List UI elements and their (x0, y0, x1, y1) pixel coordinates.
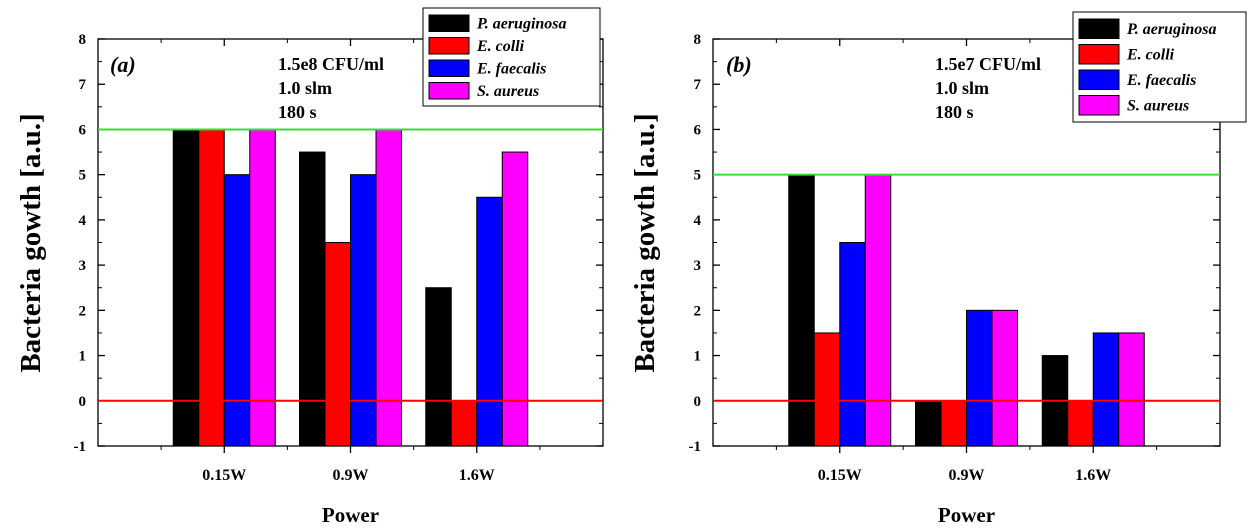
y-tick-label: 0 (79, 394, 87, 410)
condition-annotation: 180 s (935, 102, 974, 122)
y-tick-label: 5 (79, 168, 87, 184)
y-axis-title: Bacteria gowth [a.u.] (629, 113, 661, 372)
bar (1067, 400, 1094, 447)
y-tick-label: 2 (79, 303, 87, 319)
y-tick-label: 4 (79, 213, 87, 229)
y-tick-label: 8 (79, 32, 87, 48)
legend-entry: S. aureus (1127, 97, 1189, 114)
y-tick-label: 3 (79, 258, 87, 274)
bar (788, 174, 815, 447)
condition-annotation: 180 s (278, 102, 317, 122)
bar (1118, 332, 1145, 447)
bar (966, 309, 993, 447)
bar (375, 128, 402, 447)
bar (991, 309, 1018, 447)
bar (813, 332, 841, 447)
bar (450, 400, 478, 447)
y-tick-label: 6 (79, 122, 87, 138)
bar (425, 287, 452, 447)
bar (299, 151, 326, 447)
x-tick-label: 1.6W (1075, 467, 1111, 484)
y-tick-label: 4 (694, 213, 702, 229)
bar (172, 128, 200, 447)
bar (324, 242, 351, 447)
condition-annotation: 1.5e8 CFU/ml (278, 54, 384, 74)
legend: P. aeruginosa E. colli E. faecalis S. aureu… (1072, 11, 1247, 123)
chart-panel-b: -1 0 1 2 3 4 5 6 7 8 0.15W 0.9W 1.6W Power Bacteria go… (629, 11, 1247, 527)
legend-swatch (428, 59, 470, 77)
y-tick-label: 5 (694, 168, 702, 184)
y-tick-label: 0 (694, 394, 702, 410)
bar (864, 174, 892, 447)
y-tick-label: 1 (79, 349, 87, 365)
x-axis-title: Power (322, 503, 379, 526)
legend-entry: E. faecalis (476, 60, 546, 77)
bar (476, 196, 503, 447)
x-tick-label: 1.6W (459, 467, 495, 484)
x-tick-label: 0.15W (818, 467, 862, 484)
condition-annotation: 1.0 slm (935, 78, 989, 98)
y-tick-label: 2 (694, 303, 702, 319)
legend-entry: S. aureus (477, 83, 539, 100)
bar (1092, 332, 1120, 447)
y-tick-label: 3 (694, 258, 702, 274)
legend-swatch (428, 37, 470, 55)
legend-swatch (1078, 95, 1120, 116)
y-tick-label: -1 (74, 439, 87, 455)
panel-label: (a) (110, 52, 136, 77)
bar (249, 128, 276, 447)
x-axis-title: Power (938, 503, 995, 526)
y-tick-label: 1 (694, 349, 702, 365)
bar (915, 400, 942, 447)
chart-panel-a: -1 0 1 2 3 4 5 6 7 8 0.15W 0.9W 1.6W Power Bacteria go… (15, 7, 604, 527)
legend-swatch (428, 82, 470, 100)
legend-entry: E. faecalis (1126, 72, 1196, 89)
legend: P. aeruginosa E. colli E. faecalis S. aureu… (422, 7, 601, 107)
y-tick-label: 7 (79, 77, 87, 93)
y-tick-label: 7 (694, 77, 702, 93)
legend-entry: P. aeruginosa (476, 15, 567, 32)
x-tick-label: 0.9W (333, 467, 369, 484)
legend-swatch (1078, 18, 1120, 39)
panel-label: (b) (726, 52, 752, 77)
bar (350, 174, 377, 447)
x-tick-label: 0.9W (949, 467, 985, 484)
legend-entry: E. colli (476, 38, 525, 55)
bar (223, 174, 251, 447)
x-tick-label: 0.15W (202, 467, 246, 484)
bar (198, 128, 225, 447)
condition-annotation: 1.5e7 CFU/ml (935, 54, 1041, 74)
y-tick-label: 8 (694, 32, 702, 48)
legend-swatch (1078, 69, 1120, 90)
legend-swatch (428, 14, 470, 32)
legend-entry: P. aeruginosa (1126, 21, 1217, 38)
y-axis-title: Bacteria gowth [a.u.] (15, 113, 47, 372)
y-tick-label: 6 (694, 122, 702, 138)
condition-annotation: 1.0 slm (278, 78, 332, 98)
bar (940, 400, 967, 447)
bar (839, 242, 866, 447)
legend-swatch (1078, 44, 1120, 65)
legend-entry: E. colli (1126, 46, 1175, 63)
bar (501, 151, 529, 447)
y-tick-label: -1 (689, 439, 702, 455)
